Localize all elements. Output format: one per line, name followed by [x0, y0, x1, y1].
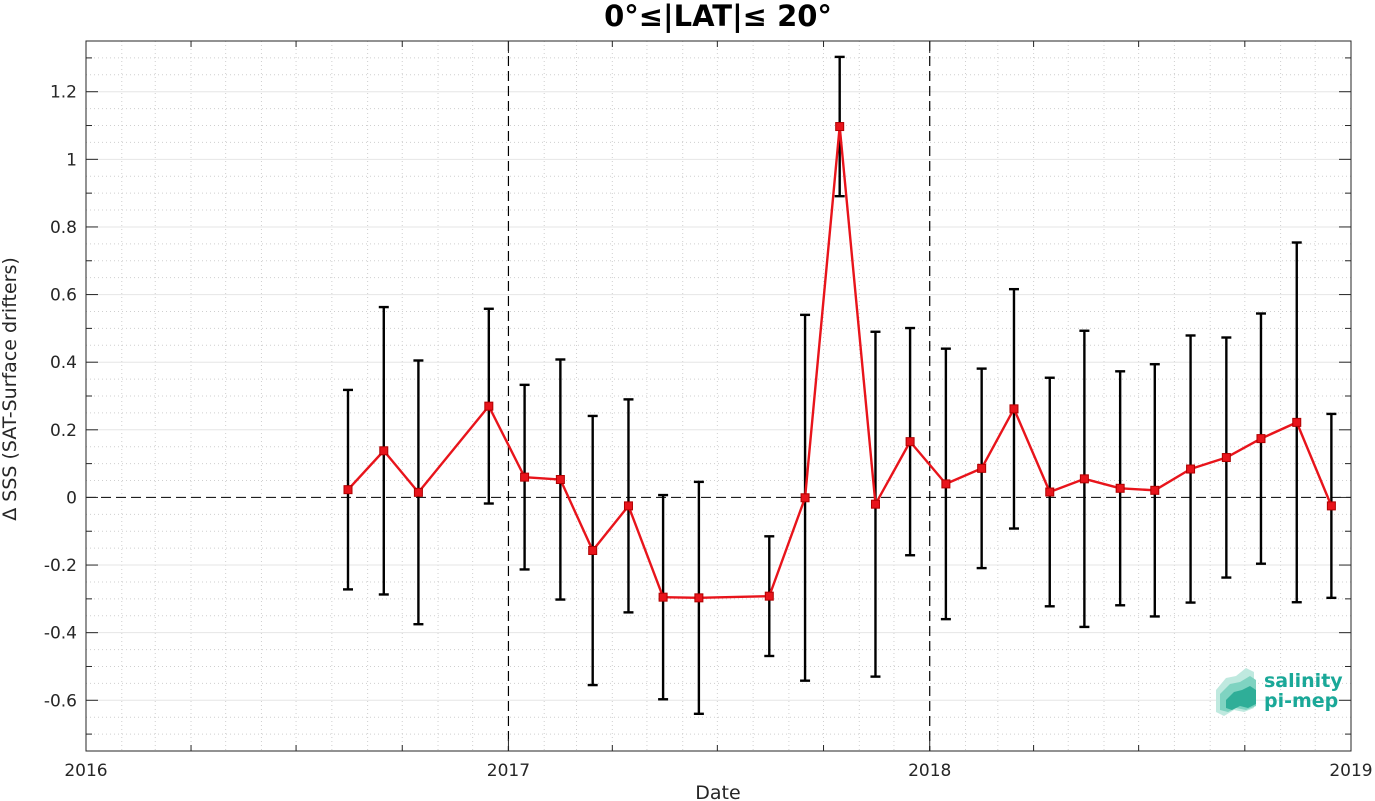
- data-point: [658, 592, 668, 602]
- data-point: [977, 463, 987, 473]
- data-point: [623, 501, 633, 511]
- data-point: [484, 401, 494, 411]
- logo-wave-icon: [1216, 668, 1256, 716]
- data-point: [413, 487, 423, 497]
- data-point: [588, 546, 598, 556]
- data-point: [520, 472, 530, 482]
- data-point: [835, 122, 845, 132]
- data-point: [941, 479, 951, 489]
- minor-grid: [86, 40, 1351, 752]
- year-separators: [507, 41, 931, 751]
- data-markers: [343, 122, 1336, 603]
- y-tick-label: 0.2: [50, 421, 77, 441]
- data-point: [1009, 404, 1019, 414]
- data-point: [343, 485, 353, 495]
- x-tick-label: 2017: [487, 761, 530, 781]
- ticks: [85, 41, 1352, 751]
- data-point: [555, 475, 565, 485]
- data-point: [905, 437, 915, 447]
- data-point: [694, 593, 704, 603]
- salinity-pi-mep-logo: salinity pi-mep: [1216, 668, 1343, 716]
- y-tick-label: 0.8: [50, 218, 77, 238]
- data-point: [1115, 483, 1125, 493]
- data-point: [1045, 487, 1055, 497]
- y-tick-label: 1.2: [50, 83, 77, 103]
- x-axis-label: Date: [695, 782, 740, 801]
- y-tick-label: -0.6: [44, 691, 77, 711]
- y-tick-label: -0.2: [44, 556, 77, 576]
- logo-line2: pi-mep: [1264, 690, 1338, 712]
- y-axis-label: Δ SSS (SAT-Surface drifters): [0, 257, 21, 521]
- error-bars: [343, 55, 1337, 716]
- major-grid: [86, 91, 1351, 701]
- y-tick-label: 0.6: [50, 286, 77, 306]
- data-point: [764, 591, 774, 601]
- chart-title: 0°≤|LAT|≤ 20°: [604, 0, 832, 33]
- data-point: [1150, 485, 1160, 495]
- x-tick-label: 2019: [1329, 761, 1372, 781]
- x-tick-labels: 2016 2017 2018 2019: [64, 761, 1372, 781]
- data-point: [1326, 501, 1336, 511]
- data-point: [800, 493, 810, 503]
- y-tick-label: 0: [66, 488, 77, 508]
- data-point: [1256, 434, 1266, 444]
- y-tick-label: -0.4: [44, 624, 77, 644]
- data-point: [1186, 464, 1196, 474]
- y-tick-labels: -0.6 -0.4 -0.2 0 0.2 0.4 0.6 0.8 1 1.2: [44, 83, 77, 712]
- data-point: [1079, 474, 1089, 484]
- data-point: [1292, 417, 1302, 427]
- x-tick-label: 2018: [908, 761, 951, 781]
- x-tick-label: 2016: [64, 761, 107, 781]
- logo-line1: salinity: [1264, 670, 1343, 692]
- data-point: [1221, 453, 1231, 463]
- data-point: [870, 499, 880, 509]
- y-tick-label: 0.4: [50, 353, 77, 373]
- y-tick-label: 1: [66, 150, 77, 170]
- data-point: [379, 446, 389, 456]
